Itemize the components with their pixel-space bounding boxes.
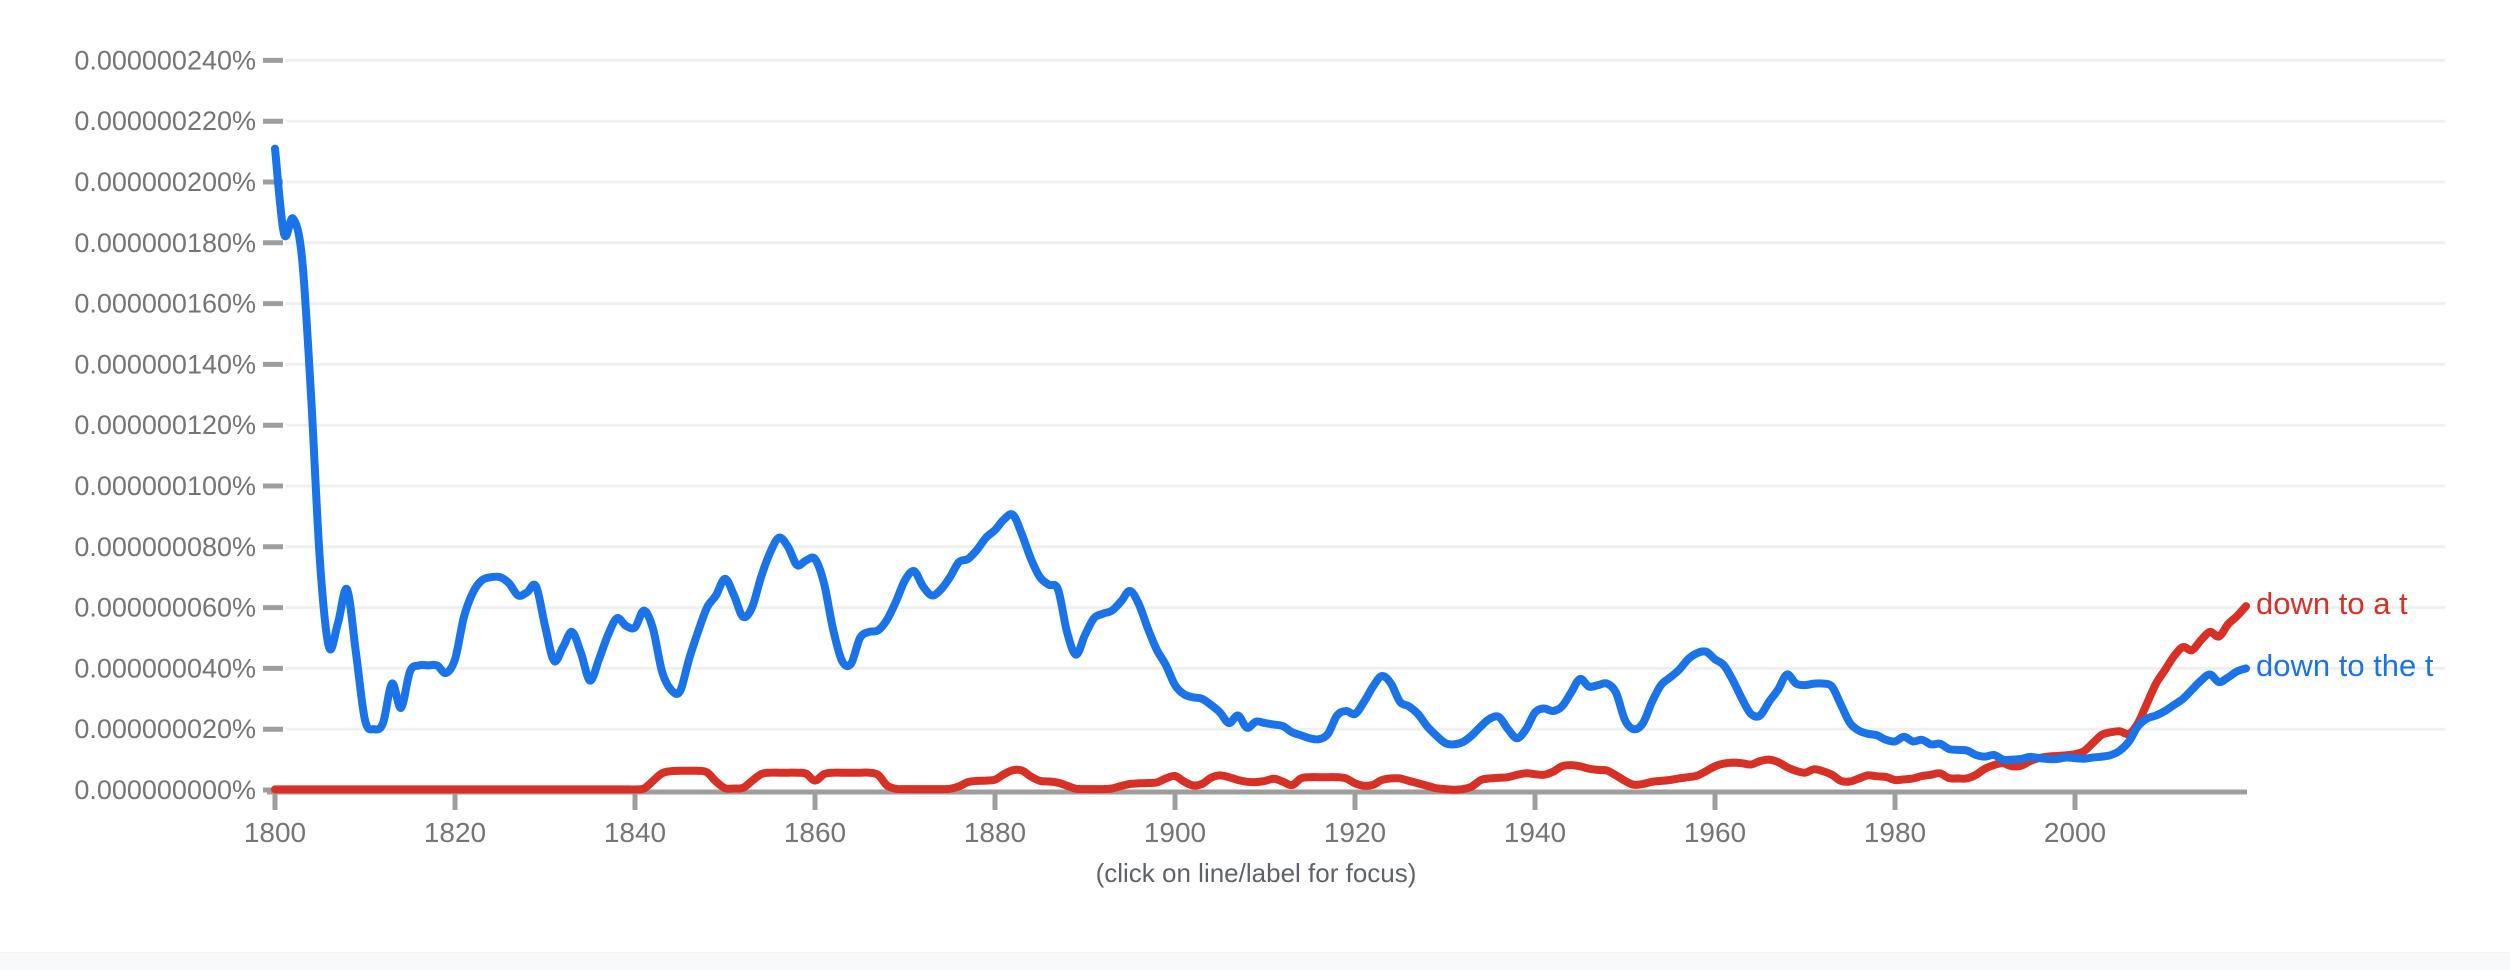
y-axis-label: 0.000000080% [74,532,256,562]
y-axis-label: 0.000000160% [74,289,256,319]
y-axis-label: 0.000000220% [74,106,256,136]
y-axis-label: 0.000000060% [74,593,256,623]
y-axis-label: 0.000000200% [74,167,256,197]
x-axis-label: 1900 [1144,817,1206,848]
x-axis-label: 2000 [2044,817,2106,848]
y-axis-label: 0.000000100% [74,471,256,501]
x-axis-label: 1980 [1864,817,1926,848]
x-axis-label: 1820 [424,817,486,848]
y-axis-label: 0.000000000% [74,775,256,805]
x-axis-label: 1880 [964,817,1026,848]
x-axis-label: 1800 [244,817,306,848]
chart-caption: (click on line/label for focus) [1095,858,1417,888]
y-axis-label: 0.000000180% [74,228,256,258]
x-axis-label: 1920 [1324,817,1386,848]
x-axis-label: 1860 [784,817,846,848]
y-axis-label: 0.000000140% [74,349,256,379]
legend-label-down-to-the-t[interactable]: down to the t [2256,648,2434,684]
y-axis-label: 0.000000120% [74,410,256,440]
x-axis-label: 1960 [1684,817,1746,848]
series-line-down-to-the-t[interactable] [271,144,2250,764]
y-axis-label: 0.000000240% [74,45,256,75]
series-line-down-to-a-t[interactable] [271,602,2250,794]
bottom-scroll-band [0,952,2510,970]
y-axis-label: 0.000000040% [74,653,256,683]
x-axis-label: 1940 [1504,817,1566,848]
legend-label-down-to-a-t[interactable]: down to a t [2256,586,2408,622]
x-axis-label: 1840 [604,817,666,848]
y-axis-label: 0.000000020% [74,714,256,744]
